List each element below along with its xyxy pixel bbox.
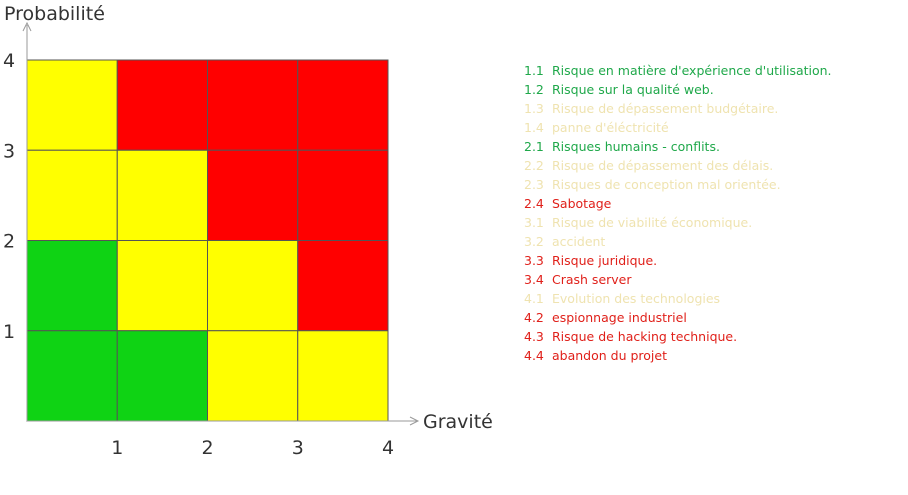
risk-label: Evolution des technologies (552, 291, 721, 306)
risk-label: Crash server (552, 272, 632, 287)
matrix-cell-p1-g4 (297, 330, 389, 422)
risk-item: 3.3 Risque juridique. (524, 251, 832, 270)
risk-label: Risque de dépassement des délais. (552, 158, 774, 173)
risk-label: accident (552, 234, 606, 249)
matrix-cell-p3-g1 (26, 149, 118, 241)
matrix-cell-p3-g4 (297, 149, 389, 241)
y-axis-arrow-icon (22, 21, 32, 32)
risk-id: 1.3 (524, 101, 544, 116)
matrix-axes (22, 21, 420, 426)
risk-label: Risques humains - conflits. (552, 139, 720, 154)
matrix-cell-p2-g2 (116, 240, 208, 332)
risk-id: 1.2 (524, 82, 544, 97)
matrix-cell-p4-g3 (207, 59, 299, 151)
matrix-cell-p3-g2 (116, 149, 208, 241)
risk-id: 1.4 (524, 120, 544, 135)
risk-item: 4.2 espionnage industriel (524, 308, 832, 327)
risk-item: 4.3 Risque de hacking technique. (524, 327, 832, 346)
matrix-cells (26, 59, 389, 422)
risk-id: 2.1 (524, 139, 544, 154)
x-tick-label: 2 (201, 437, 213, 459)
x-tick-label: 4 (382, 437, 394, 459)
risk-label: espionnage industriel (552, 310, 687, 325)
matrix-cell-p4-g1 (26, 59, 118, 151)
x-axis-arrow-icon (409, 416, 420, 426)
risk-label: Risque en matière d'expérience d'utilisa… (552, 63, 832, 78)
y-axis-title: Probabilité (4, 3, 105, 25)
matrix-cell-p4-g2 (116, 59, 208, 151)
matrix-cell-p4-g4 (297, 59, 389, 151)
y-tick-label: 3 (3, 140, 15, 162)
risk-item: 2.4 Sabotage (524, 194, 832, 213)
matrix-cell-p2-g4 (297, 240, 389, 332)
risk-matrix: 1 2 3 4 1 2 3 4 Probabilité Gravité (3, 3, 493, 459)
risk-label: Risque de dépassement budgétaire. (552, 101, 779, 116)
risk-id: 3.3 (524, 253, 544, 268)
risk-id: 4.2 (524, 310, 544, 325)
risk-item: 2.3 Risques de conception mal orientée. (524, 175, 832, 194)
risk-id: 3.4 (524, 272, 544, 287)
risk-list: 1.1 Risque en matière d'expérience d'util… (524, 61, 832, 365)
risk-label: Risque de viabilité économique. (552, 215, 753, 230)
x-tick-label: 1 (111, 437, 123, 459)
risk-id: 3.1 (524, 215, 544, 230)
matrix-cell-p1-g1 (26, 330, 118, 422)
matrix-cell-p1-g2 (116, 330, 208, 422)
risk-label: Risque sur la qualité web. (552, 82, 714, 97)
risk-id: 2.3 (524, 177, 544, 192)
matrix-cell-p3-g3 (207, 149, 299, 241)
risk-label: Sabotage (552, 196, 612, 211)
risk-item: 4.1 Evolution des technologies (524, 289, 832, 308)
risk-id: 1.1 (524, 63, 544, 78)
risk-label: Risque de hacking technique. (552, 329, 738, 344)
x-axis-title: Gravité (423, 411, 493, 433)
risk-item: 1.1 Risque en matière d'expérience d'util… (524, 61, 832, 80)
matrix-ticks: 1 2 3 4 1 2 3 4 (3, 50, 394, 459)
risk-label: panne d'éléctricité (552, 120, 669, 135)
risk-label: Risques de conception mal orientée. (552, 177, 781, 192)
risk-item: 3.4 Crash server (524, 270, 832, 289)
risk-label: Risque juridique. (552, 253, 658, 268)
risk-id: 4.1 (524, 291, 544, 306)
y-tick-label: 4 (3, 50, 15, 72)
risk-id: 3.2 (524, 234, 544, 249)
risk-item: 1.4 panne d'éléctricité (524, 118, 832, 137)
matrix-cell-p2-g3 (207, 240, 299, 332)
risk-item: 1.2 Risque sur la qualité web. (524, 80, 832, 99)
y-tick-label: 1 (3, 321, 15, 343)
x-tick-label: 3 (292, 437, 304, 459)
risk-item: 3.2 accident (524, 232, 832, 251)
risk-id: 4.3 (524, 329, 544, 344)
risk-item: 4.4 abandon du projet (524, 346, 832, 365)
risk-id: 4.4 (524, 348, 544, 363)
matrix-cell-p1-g3 (207, 330, 299, 422)
matrix-cell-p2-g1 (26, 240, 118, 332)
risk-item: 2.1 Risques humains - conflits. (524, 137, 832, 156)
risk-id: 2.4 (524, 196, 544, 211)
risk-item: 1.3 Risque de dépassement budgétaire. (524, 99, 832, 118)
risk-item: 2.2 Risque de dépassement des délais. (524, 156, 832, 175)
y-tick-label: 2 (3, 231, 15, 253)
risk-item: 3.1 Risque de viabilité économique. (524, 213, 832, 232)
risk-id: 2.2 (524, 158, 544, 173)
risk-label: abandon du projet (552, 348, 667, 363)
